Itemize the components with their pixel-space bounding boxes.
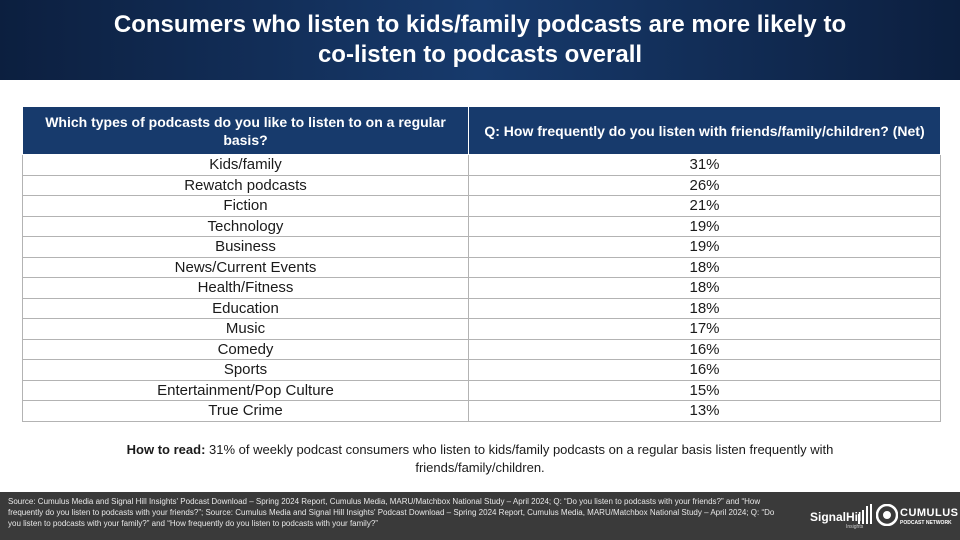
- signal-hill-logo-name: SignalHill: [810, 510, 865, 524]
- how-to-read-note: How to read: 31% of weekly podcast consu…: [120, 441, 840, 477]
- podcast-type-cell: True Crime: [22, 400, 469, 422]
- results-table-container: Which types of podcasts do you like to l…: [22, 106, 941, 422]
- table-row: Kids/family 31%: [22, 154, 941, 176]
- page-title: Consumers who listen to kids/family podc…: [113, 11, 847, 68]
- colisten-percent-cell: 26%: [468, 174, 941, 196]
- table-row: Business 19%: [22, 236, 941, 258]
- table-row: Technology 19%: [22, 215, 941, 237]
- signal-hill-logo-sub: Insights: [846, 524, 864, 530]
- podcast-type-cell: Entertainment/Pop Culture: [22, 379, 469, 401]
- cumulus-logo: CUMULUS PODCAST NETWORK: [876, 504, 959, 532]
- table-row: True Crime 13%: [22, 400, 941, 422]
- podcast-type-cell: Technology: [22, 215, 469, 237]
- cumulus-logo-sub: PODCAST NETWORK: [900, 520, 952, 526]
- table-row: Rewatch podcasts 26%: [22, 174, 941, 196]
- colisten-percent-cell: 15%: [468, 379, 941, 401]
- how-to-read-text: 31% of weekly podcast consumers who list…: [205, 442, 834, 475]
- podcast-type-cell: Sports: [22, 359, 469, 381]
- table-row: Fiction 21%: [22, 195, 941, 217]
- colisten-percent-cell: 16%: [468, 359, 941, 381]
- colisten-percent-cell: 18%: [468, 256, 941, 278]
- podcast-type-cell: Comedy: [22, 338, 469, 360]
- podcast-type-cell: Education: [22, 297, 469, 319]
- colisten-percent-cell: 19%: [468, 215, 941, 237]
- signal-hill-logo: SignalHill Insights: [810, 502, 872, 532]
- colisten-percent-cell: 16%: [468, 338, 941, 360]
- table-row: Entertainment/Pop Culture 15%: [22, 379, 941, 401]
- footer-bar: Source: Cumulus Media and Signal Hill In…: [0, 492, 960, 540]
- colisten-percent-cell: 19%: [468, 236, 941, 258]
- table-row: Health/Fitness 18%: [22, 277, 941, 299]
- podcast-type-cell: News/Current Events: [22, 256, 469, 278]
- table-body: Kids/family 31% Rewatch podcasts 26% Fiction…: [22, 154, 941, 422]
- colisten-percent-cell: 21%: [468, 195, 941, 217]
- podcast-type-cell: Business: [22, 236, 469, 258]
- cumulus-logo-name: CUMULUS: [900, 507, 959, 519]
- table-row: Sports 16%: [22, 359, 941, 381]
- results-table: Which types of podcasts do you like to l…: [22, 106, 941, 422]
- podcast-type-cell: Fiction: [22, 195, 469, 217]
- column-header-colisten-frequency: Q: How frequently do you listen with fri…: [468, 106, 941, 155]
- how-to-read-label: How to read:: [126, 442, 206, 457]
- table-header-row: Which types of podcasts do you like to l…: [22, 106, 941, 155]
- podcast-type-cell: Rewatch podcasts: [22, 174, 469, 196]
- table-row: Education 18%: [22, 297, 941, 319]
- colisten-percent-cell: 18%: [468, 297, 941, 319]
- source-note: Source: Cumulus Media and Signal Hill In…: [8, 497, 775, 528]
- colisten-percent-cell: 13%: [468, 400, 941, 422]
- podcast-type-cell: Kids/family: [22, 154, 469, 176]
- colisten-percent-cell: 31%: [468, 154, 941, 176]
- signal-bars-icon: [858, 504, 872, 524]
- colisten-percent-cell: 18%: [468, 277, 941, 299]
- table-row: News/Current Events 18%: [22, 256, 941, 278]
- cumulus-mark-icon: [876, 504, 898, 526]
- podcast-type-cell: Music: [22, 318, 469, 340]
- table-row: Comedy 16%: [22, 338, 941, 360]
- title-banner: Consumers who listen to kids/family podc…: [0, 0, 960, 80]
- table-row: Music 17%: [22, 318, 941, 340]
- column-header-podcast-type: Which types of podcasts do you like to l…: [22, 106, 469, 155]
- colisten-percent-cell: 17%: [468, 318, 941, 340]
- podcast-type-cell: Health/Fitness: [22, 277, 469, 299]
